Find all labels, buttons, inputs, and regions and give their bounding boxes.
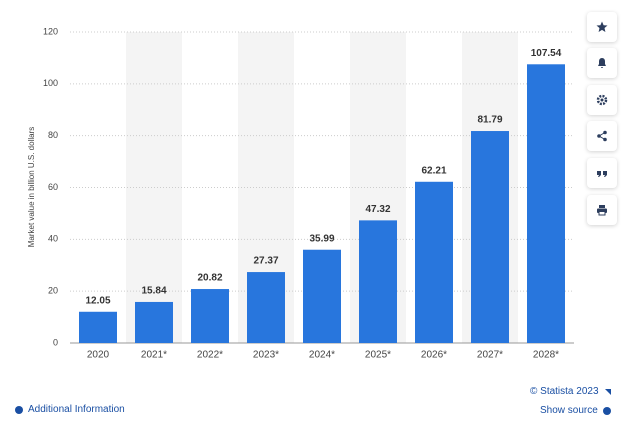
bar bbox=[79, 311, 117, 343]
y-tick-label: 80 bbox=[48, 130, 58, 140]
x-tick-label: 2024* bbox=[309, 350, 335, 361]
additional-information[interactable]: Additional Information bbox=[15, 404, 125, 415]
bar bbox=[527, 64, 565, 343]
share-button[interactable] bbox=[587, 121, 617, 151]
y-axis-label: Market value in billion U.S. dollars bbox=[27, 127, 36, 248]
y-tick-label: 20 bbox=[48, 286, 58, 296]
x-tick-label: 2025* bbox=[365, 350, 391, 361]
value-label: 12.05 bbox=[85, 295, 110, 306]
y-tick-label: 0 bbox=[53, 337, 58, 347]
value-label: 35.99 bbox=[309, 233, 334, 244]
value-label: 27.37 bbox=[253, 256, 278, 267]
bar bbox=[135, 301, 173, 343]
x-tick-label: 2027* bbox=[477, 350, 503, 361]
value-label: 47.32 bbox=[365, 204, 390, 215]
notification-button[interactable] bbox=[587, 48, 617, 78]
bar bbox=[303, 249, 341, 343]
value-label: 107.54 bbox=[531, 48, 562, 59]
additional-information-text: Additional Information bbox=[28, 404, 125, 415]
cite-button[interactable] bbox=[587, 158, 617, 188]
copyright[interactable]: © Statista 2023 bbox=[530, 386, 612, 397]
show-source[interactable]: Show source bbox=[540, 405, 611, 416]
value-label: 81.79 bbox=[477, 115, 502, 126]
bar bbox=[471, 131, 509, 343]
x-tick-label: 2022* bbox=[197, 350, 223, 361]
x-tick-label: 2023* bbox=[253, 350, 279, 361]
y-tick-label: 100 bbox=[43, 78, 58, 88]
value-label: 62.21 bbox=[421, 165, 446, 176]
value-label: 15.84 bbox=[141, 286, 166, 297]
bar bbox=[247, 272, 285, 343]
bar bbox=[359, 220, 397, 343]
bar bbox=[415, 181, 453, 343]
settings-button[interactable] bbox=[587, 85, 617, 115]
x-tick-label: 2026* bbox=[421, 350, 447, 361]
value-label: 20.82 bbox=[197, 273, 222, 284]
bar bbox=[191, 289, 229, 343]
chart: Market value in billion U.S. dollars 0 20… bbox=[27, 26, 574, 361]
y-tick-label: 40 bbox=[48, 234, 58, 244]
y-tick-label: 120 bbox=[43, 26, 58, 36]
x-tick-label: 2021* bbox=[141, 350, 167, 361]
y-tick-label: 60 bbox=[48, 182, 58, 192]
favorite-button[interactable] bbox=[587, 12, 617, 42]
print-button[interactable] bbox=[587, 195, 617, 225]
x-tick-label: 2020 bbox=[87, 350, 110, 361]
copyright-text: © Statista 2023 bbox=[530, 386, 599, 397]
show-source-text: Show source bbox=[540, 405, 598, 416]
x-tick-label: 2028* bbox=[533, 350, 559, 361]
